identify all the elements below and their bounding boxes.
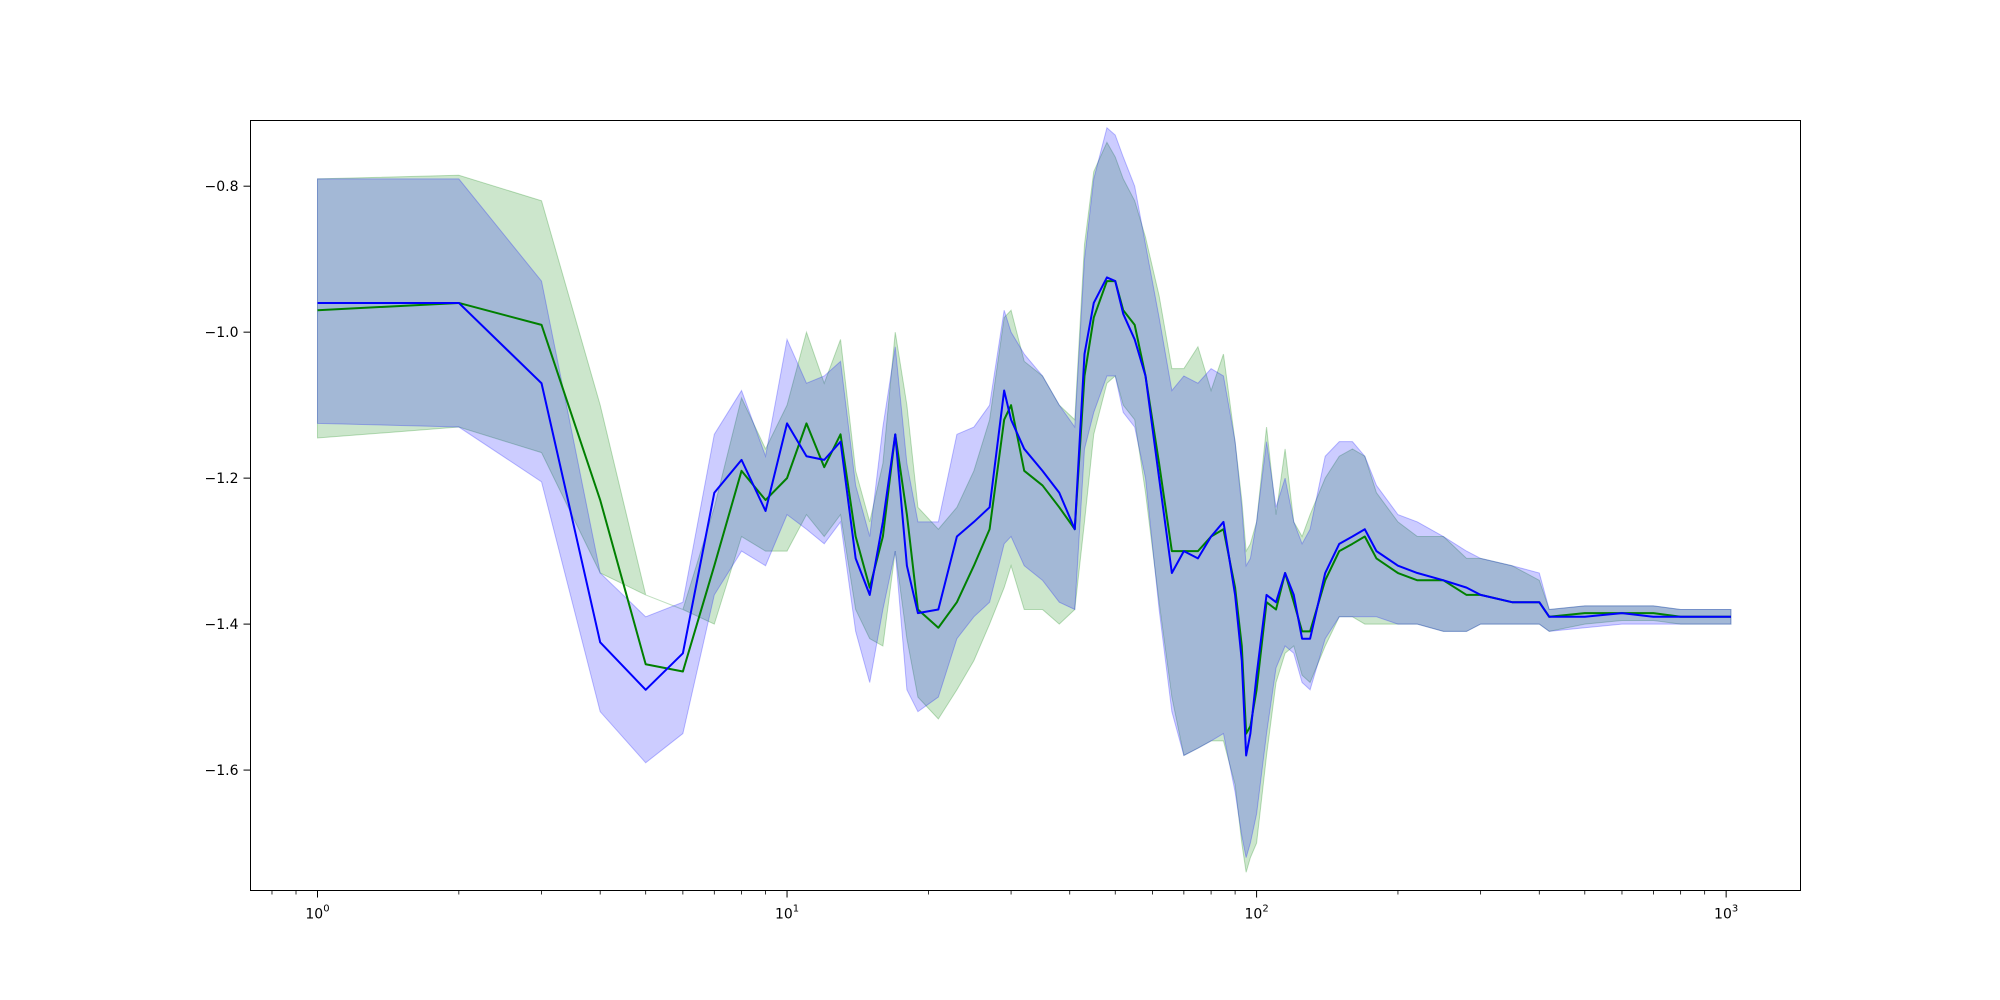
y-tick-label: −1.6 xyxy=(205,763,239,779)
plot-area-frame xyxy=(250,120,1801,891)
confidence-bands xyxy=(316,126,1732,873)
y-tick-label: −1.0 xyxy=(205,325,239,341)
y-tick-label: −1.4 xyxy=(205,617,239,633)
series-lines xyxy=(317,276,1731,757)
series-1-line xyxy=(317,276,1731,757)
x-tick-label: 103 xyxy=(1714,904,1738,923)
y-tick-label: −0.8 xyxy=(205,179,239,195)
y-axis: −0.8 −1.0 −1.2 −1.4 −1.6 xyxy=(205,179,251,779)
series-0-band xyxy=(316,141,1732,873)
x-tick-label: 101 xyxy=(775,904,799,923)
series-1-band xyxy=(316,126,1732,858)
x-tick-label: 102 xyxy=(1244,904,1268,923)
x-axis: 100 101 102 103 xyxy=(271,890,1738,923)
x-tick-label: 100 xyxy=(305,904,329,923)
y-tick-label: −1.2 xyxy=(205,471,239,487)
